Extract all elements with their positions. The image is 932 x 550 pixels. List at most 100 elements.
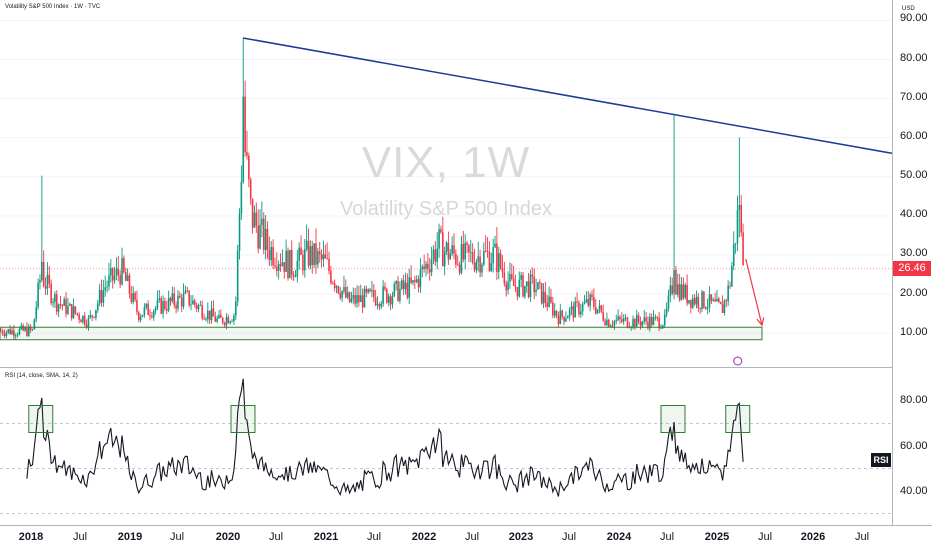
candle-body — [511, 273, 513, 279]
candle-body — [678, 284, 681, 300]
candle-body — [488, 251, 491, 271]
candle-body — [561, 310, 563, 317]
candle-body — [578, 302, 580, 315]
candle-body — [665, 308, 668, 315]
candle-body — [727, 285, 729, 302]
price-tick: 90.00 — [900, 12, 928, 24]
candle-body — [402, 280, 405, 290]
candle-body — [628, 327, 631, 329]
time-tick: Jul — [464, 531, 480, 543]
candle-body — [201, 305, 204, 319]
candle-body — [704, 307, 707, 309]
candle-body — [234, 301, 237, 316]
candle-body — [518, 279, 521, 297]
candle-body — [7, 329, 10, 333]
candle-body — [580, 311, 582, 315]
candle-body — [359, 295, 362, 302]
candle-body — [663, 314, 666, 326]
candle-body — [279, 264, 282, 266]
candle-body — [701, 291, 703, 309]
candle-body — [742, 232, 744, 266]
candle-body — [484, 251, 487, 252]
candle-body — [132, 292, 135, 302]
candle-body — [42, 261, 45, 287]
time-tick: 2018 — [18, 531, 44, 543]
candle-body — [447, 242, 450, 260]
candle-body — [641, 321, 644, 326]
watermark-name: Volatility S&P 500 Index — [340, 198, 552, 220]
candle-body — [134, 292, 136, 300]
candle-body — [182, 293, 185, 307]
candle-body — [531, 274, 534, 277]
candle-body — [240, 181, 243, 214]
time-tick: Jul — [757, 531, 773, 543]
candle-body — [430, 259, 433, 273]
time-tick: 2024 — [606, 531, 632, 543]
candle-body — [434, 249, 437, 262]
candle-body — [456, 264, 459, 266]
candle-body — [1, 331, 4, 335]
candle-body — [193, 300, 196, 305]
candle-body — [555, 310, 558, 317]
candle-body — [634, 319, 636, 327]
candle-body — [572, 306, 575, 318]
candle-body — [490, 263, 493, 271]
candle-body — [318, 251, 321, 255]
candle-body — [331, 282, 334, 284]
candle-body — [262, 218, 265, 250]
candle-body — [581, 303, 584, 312]
candle-body — [165, 308, 168, 311]
candle-body — [5, 332, 8, 336]
candle-body — [613, 321, 616, 326]
candle-body — [611, 325, 614, 327]
candle-body — [639, 321, 642, 326]
candle-body — [317, 251, 319, 265]
candle-body — [369, 289, 371, 292]
candle-body — [152, 311, 155, 318]
candle-body — [52, 301, 54, 304]
candle-body — [199, 305, 202, 307]
candle-body — [393, 284, 396, 297]
candle-body — [647, 321, 649, 329]
candle-body — [348, 292, 351, 302]
candle-body — [33, 319, 36, 330]
candle-body — [427, 263, 429, 270]
candle-body — [257, 225, 259, 249]
candle-body — [565, 318, 567, 322]
candle-body — [676, 284, 679, 295]
candle-body — [544, 291, 547, 303]
candle-body — [313, 243, 315, 265]
candle-body — [607, 319, 610, 327]
candle-body — [615, 320, 618, 322]
candle-body — [481, 264, 483, 273]
rsi-pane — [0, 378, 892, 514]
candle-body — [695, 296, 698, 305]
candle-body — [139, 316, 142, 321]
rsi-highlight-box — [230, 405, 256, 433]
candle-body — [294, 276, 297, 278]
candle-body — [372, 290, 375, 298]
candle-body — [438, 229, 440, 249]
candle-body — [270, 246, 273, 261]
candle-body — [272, 246, 274, 266]
candle-body — [419, 269, 422, 288]
candle-body — [496, 243, 498, 273]
candle-body — [180, 297, 183, 307]
candle-body — [423, 266, 425, 269]
candle-body — [162, 301, 164, 314]
candle-body — [397, 281, 399, 301]
candle-body — [568, 309, 571, 317]
candle-body — [203, 318, 205, 320]
rsi-badge: RSI — [871, 453, 891, 467]
candle-body — [147, 303, 149, 316]
candle-body — [292, 274, 295, 277]
candle-body — [693, 298, 696, 305]
candle-body — [587, 299, 590, 306]
candle-body — [130, 293, 133, 302]
candle-body — [229, 321, 231, 324]
candle-body — [358, 295, 360, 302]
projection-arrow-head — [756, 317, 765, 327]
candle-body — [400, 280, 403, 289]
candle-body — [440, 229, 442, 233]
